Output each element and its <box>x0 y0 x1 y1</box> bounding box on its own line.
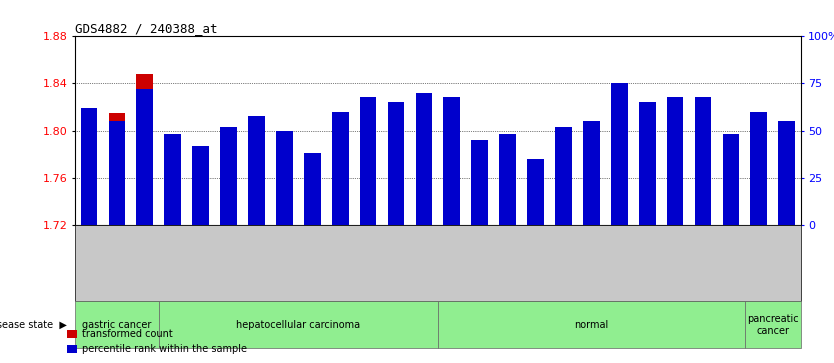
Legend: transformed count, percentile rank within the sample: transformed count, percentile rank withi… <box>63 326 250 358</box>
Bar <box>444 105 460 225</box>
Bar <box>81 108 98 225</box>
Text: normal: normal <box>575 320 609 330</box>
Bar <box>108 121 125 225</box>
Bar <box>137 89 153 225</box>
Bar <box>220 127 237 225</box>
Bar <box>695 105 711 225</box>
Bar <box>751 112 767 225</box>
Bar <box>583 127 600 225</box>
Bar <box>332 112 349 225</box>
Bar <box>666 105 683 225</box>
Bar <box>276 131 293 225</box>
Bar <box>471 140 488 225</box>
Bar <box>500 134 516 225</box>
Bar <box>555 127 572 225</box>
Text: GDS4882 / 240388_at: GDS4882 / 240388_at <box>75 22 218 35</box>
Bar <box>359 105 376 225</box>
Bar <box>778 121 795 225</box>
Bar <box>722 139 739 225</box>
Bar <box>276 168 293 225</box>
Bar <box>583 121 600 225</box>
Bar <box>666 97 683 225</box>
Bar <box>304 153 320 225</box>
Bar <box>81 117 98 225</box>
Bar <box>722 134 739 225</box>
Bar <box>639 112 656 225</box>
Bar <box>527 175 544 225</box>
Bar <box>164 134 181 225</box>
Text: hepatocellular carcinoma: hepatocellular carcinoma <box>236 320 360 330</box>
Text: gastric cancer: gastric cancer <box>83 320 152 330</box>
Bar <box>610 83 628 225</box>
Bar <box>193 196 209 225</box>
Bar <box>415 93 432 225</box>
Bar <box>527 159 544 225</box>
Bar <box>471 160 488 225</box>
Bar <box>332 140 349 225</box>
Bar <box>248 115 265 225</box>
Bar <box>751 115 767 225</box>
Bar <box>500 156 516 225</box>
Bar <box>388 102 404 225</box>
Bar <box>248 131 265 225</box>
Bar <box>639 102 656 225</box>
Bar <box>137 74 153 225</box>
Bar <box>108 113 125 225</box>
Bar <box>193 146 209 225</box>
Bar <box>220 171 237 225</box>
Bar <box>555 131 572 225</box>
Text: disease state  ▶: disease state ▶ <box>0 320 67 330</box>
Bar <box>359 97 376 225</box>
Bar <box>695 97 711 225</box>
Bar <box>388 112 404 225</box>
Bar <box>415 103 432 225</box>
Bar <box>778 127 795 225</box>
Bar <box>444 97 460 225</box>
Bar <box>164 207 181 225</box>
Bar <box>610 88 628 225</box>
Text: pancreatic
cancer: pancreatic cancer <box>747 314 798 336</box>
Bar <box>304 185 320 225</box>
